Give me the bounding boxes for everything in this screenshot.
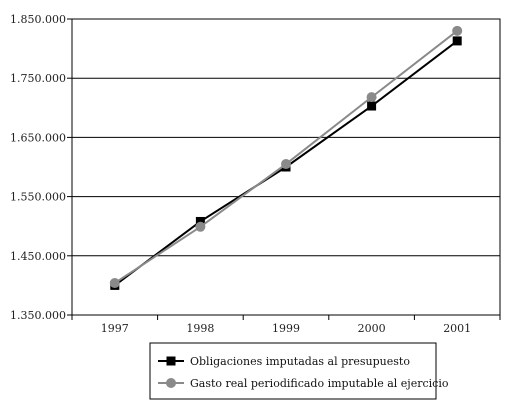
x-tick-label: 2000 — [358, 322, 386, 335]
legend: Obligaciones imputadas al presupuesto Gas… — [149, 342, 449, 400]
plot-frame — [71, 18, 501, 316]
legend-marker — [166, 356, 176, 366]
x-tick-label: 1998 — [186, 322, 214, 335]
series-1-point — [452, 36, 462, 46]
series-2-point — [195, 221, 206, 232]
series-line-2 — [114, 30, 458, 284]
x-tick-label: 1999 — [272, 322, 300, 335]
y-tick-label: 1.650.000 — [10, 131, 66, 144]
x-tick-label: 2001 — [443, 322, 471, 335]
legend-label: Obligaciones imputadas al presupuesto — [190, 355, 410, 368]
y-tick-label: 1.450.000 — [10, 250, 66, 263]
x-axis: 1997 1998 1999 2000 2001 — [71, 315, 501, 335]
series-2-point — [452, 25, 463, 36]
series-1-point — [195, 216, 205, 226]
series-2-point — [366, 92, 377, 103]
x-tick-label: 1997 — [101, 322, 129, 335]
legend-box — [149, 342, 437, 400]
series-1-point — [367, 101, 377, 111]
legend-marker — [166, 378, 176, 388]
series-group — [109, 25, 463, 290]
series-2-point — [109, 278, 120, 289]
series-2-point — [281, 159, 291, 170]
y-tick-label: 1.750.000 — [10, 72, 66, 85]
y-axis: 1.350.000 1.450.000 1.550.000 1.650.000 1.75… — [10, 13, 72, 322]
legend-label: Gasto real periodificado imputable al ej… — [190, 377, 449, 390]
y-tick-label: 1.350.000 — [10, 309, 66, 322]
y-tick-label: 1.850.000 — [10, 13, 66, 26]
y-tick-label: 1.550.000 — [10, 191, 66, 204]
